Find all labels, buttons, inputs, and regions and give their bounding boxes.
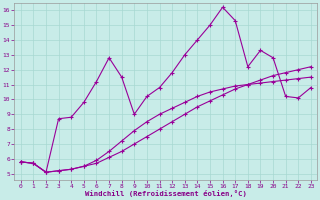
X-axis label: Windchill (Refroidissement éolien,°C): Windchill (Refroidissement éolien,°C) [85, 190, 247, 197]
